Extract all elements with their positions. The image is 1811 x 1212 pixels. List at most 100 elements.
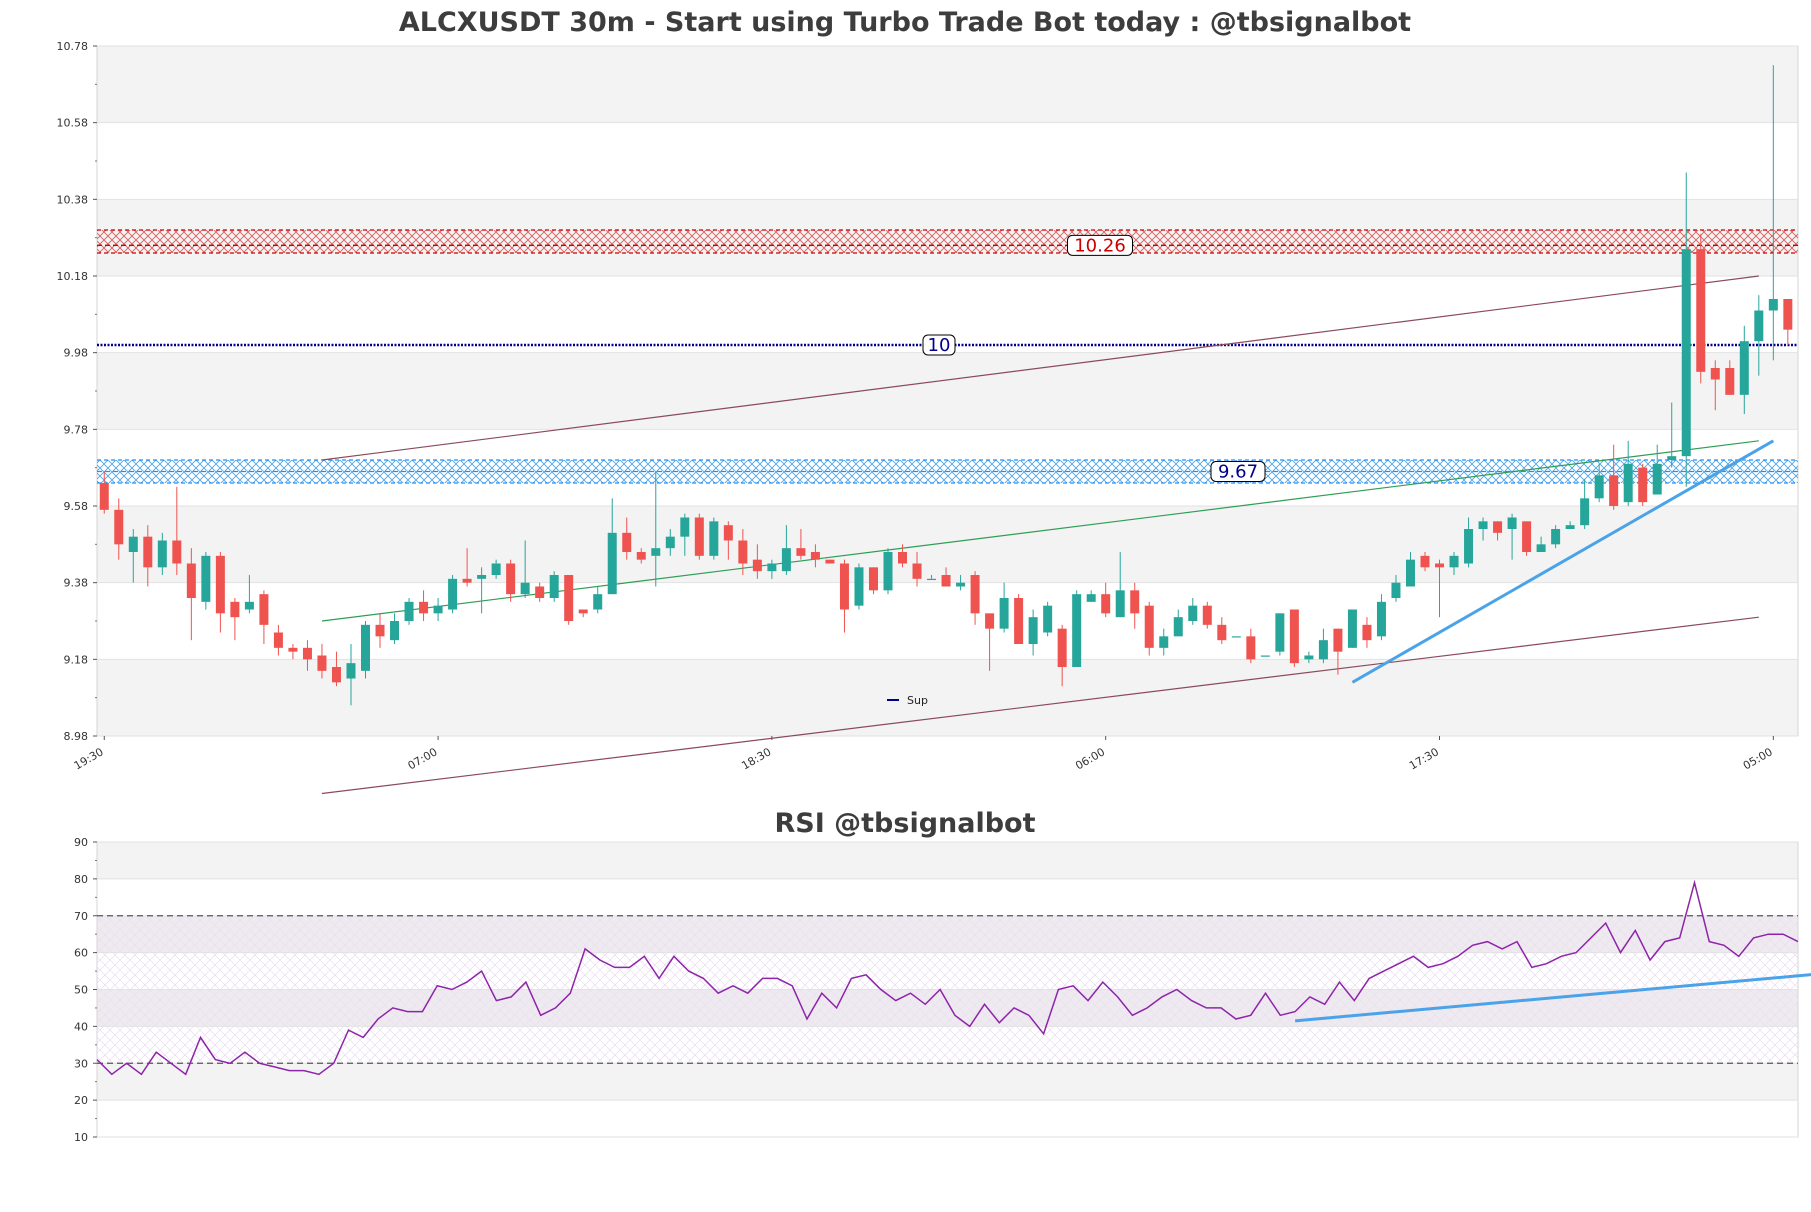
price-y-tick-label: 9.18 [64,653,89,666]
candle-body [1681,249,1691,457]
candle-body [157,540,167,568]
candle-body [448,578,458,610]
candle-body [1435,563,1445,568]
rsi-y-tick-label: 80 [74,873,88,886]
candle-body [1217,624,1227,641]
candle-body [390,621,400,641]
candle-body [1159,636,1169,648]
candle-body [143,536,153,568]
price-y-tick-label: 8.98 [64,730,89,743]
candle-body [1173,617,1183,637]
candle-body [578,609,588,614]
chart-title: ALCXUSDT 30m - Start using Turbo Trade B… [399,7,1411,38]
candle-body [1231,636,1241,638]
candle-body [1493,521,1503,533]
candle-body [302,647,312,660]
candle-body [1464,529,1474,564]
candle-body [1130,590,1140,614]
candle-body [752,559,762,572]
candle-body [1014,598,1024,644]
price-x-tick-label: 05:00 [1741,745,1775,772]
candle-body [1028,617,1038,644]
candle-body [520,582,530,595]
candle-body [1202,605,1212,625]
candle-body [186,563,196,598]
candle-body [927,578,937,581]
candle-body [694,517,704,556]
candle-body [375,624,385,637]
candle-body [1101,594,1111,614]
price-y-tick-label: 9.98 [64,347,89,360]
candle-body [854,567,864,606]
candle-body [1580,498,1590,526]
candle-body [1275,613,1285,652]
candle-body [883,552,893,591]
price-y-tick-label: 9.58 [64,500,89,513]
candle-body [1783,299,1793,330]
candle-body [1376,601,1386,637]
candle-body [244,601,254,610]
rsi-zone-band [97,915,1798,953]
candle-body [1449,555,1459,568]
candle-body [201,555,211,602]
candle-body [1623,463,1633,503]
candle-body [1710,368,1720,380]
rsi-trendline [1294,973,1811,1023]
price-x-tick-label: 07:00 [406,745,440,772]
candle-body [288,647,298,652]
level-label: 9.67 [1218,462,1258,483]
level-label: 10 [928,335,951,356]
rsi-zone-band [97,989,1798,1027]
trendline-green-trend [321,440,1759,622]
candle-body [738,540,748,564]
price-x-tick-label: 19:30 [72,745,106,772]
rsi-y-tick-label: 20 [74,1094,88,1107]
candle-body [970,575,980,614]
candle-body [564,575,574,621]
trendline-channel-upper [321,275,1759,461]
candle-body [1739,341,1749,395]
candle-body [781,548,791,572]
price-grid-band [97,352,1798,430]
rsi-y-tick-label: 50 [74,984,88,997]
candle-body [114,509,124,545]
trendline-channel-lower [321,616,1759,795]
candle-body [723,525,733,541]
candle-body [1144,605,1154,648]
candle-body [1043,605,1053,633]
rsi-y-tick-label: 10 [74,1131,88,1144]
candle-body [404,601,414,621]
candle-body [1594,475,1604,499]
candle-body [1246,636,1256,660]
candle-body [331,667,341,683]
candle-body [796,548,806,556]
rsi-y-tick-label: 30 [74,1057,88,1070]
rsi-title: RSI @tbsignalbot [774,808,1035,839]
candle-body [1652,463,1662,495]
price-y-tick-label: 10.38 [57,193,89,206]
candle-body [680,517,690,537]
candle-body [1507,517,1517,529]
rsi-line [96,879,1799,1076]
candle-body [810,552,820,560]
candle-body [433,605,443,614]
candle-body [1304,655,1314,660]
candle-body [709,521,719,556]
candle-body [1086,594,1096,602]
candle-body [99,483,109,510]
price-panel: 8.98 9.18 9.38 9.58 9.78 9.98 10.18 10.38 10.58 1… [57,40,1799,795]
candle-body [1260,655,1270,657]
level-label-box [1210,461,1266,482]
candle-body [230,601,240,618]
candle-body [491,563,501,575]
candle-body [651,548,661,556]
price-y-tick-label: 10.18 [57,270,89,283]
rsi-y-tick-label: 90 [74,836,88,849]
candle-body [1754,310,1764,342]
price-x-tick-label: 18:30 [739,745,773,772]
level-label-box [1067,234,1133,256]
price-y-tick-label: 10.78 [57,40,89,53]
candle-body [419,601,429,614]
